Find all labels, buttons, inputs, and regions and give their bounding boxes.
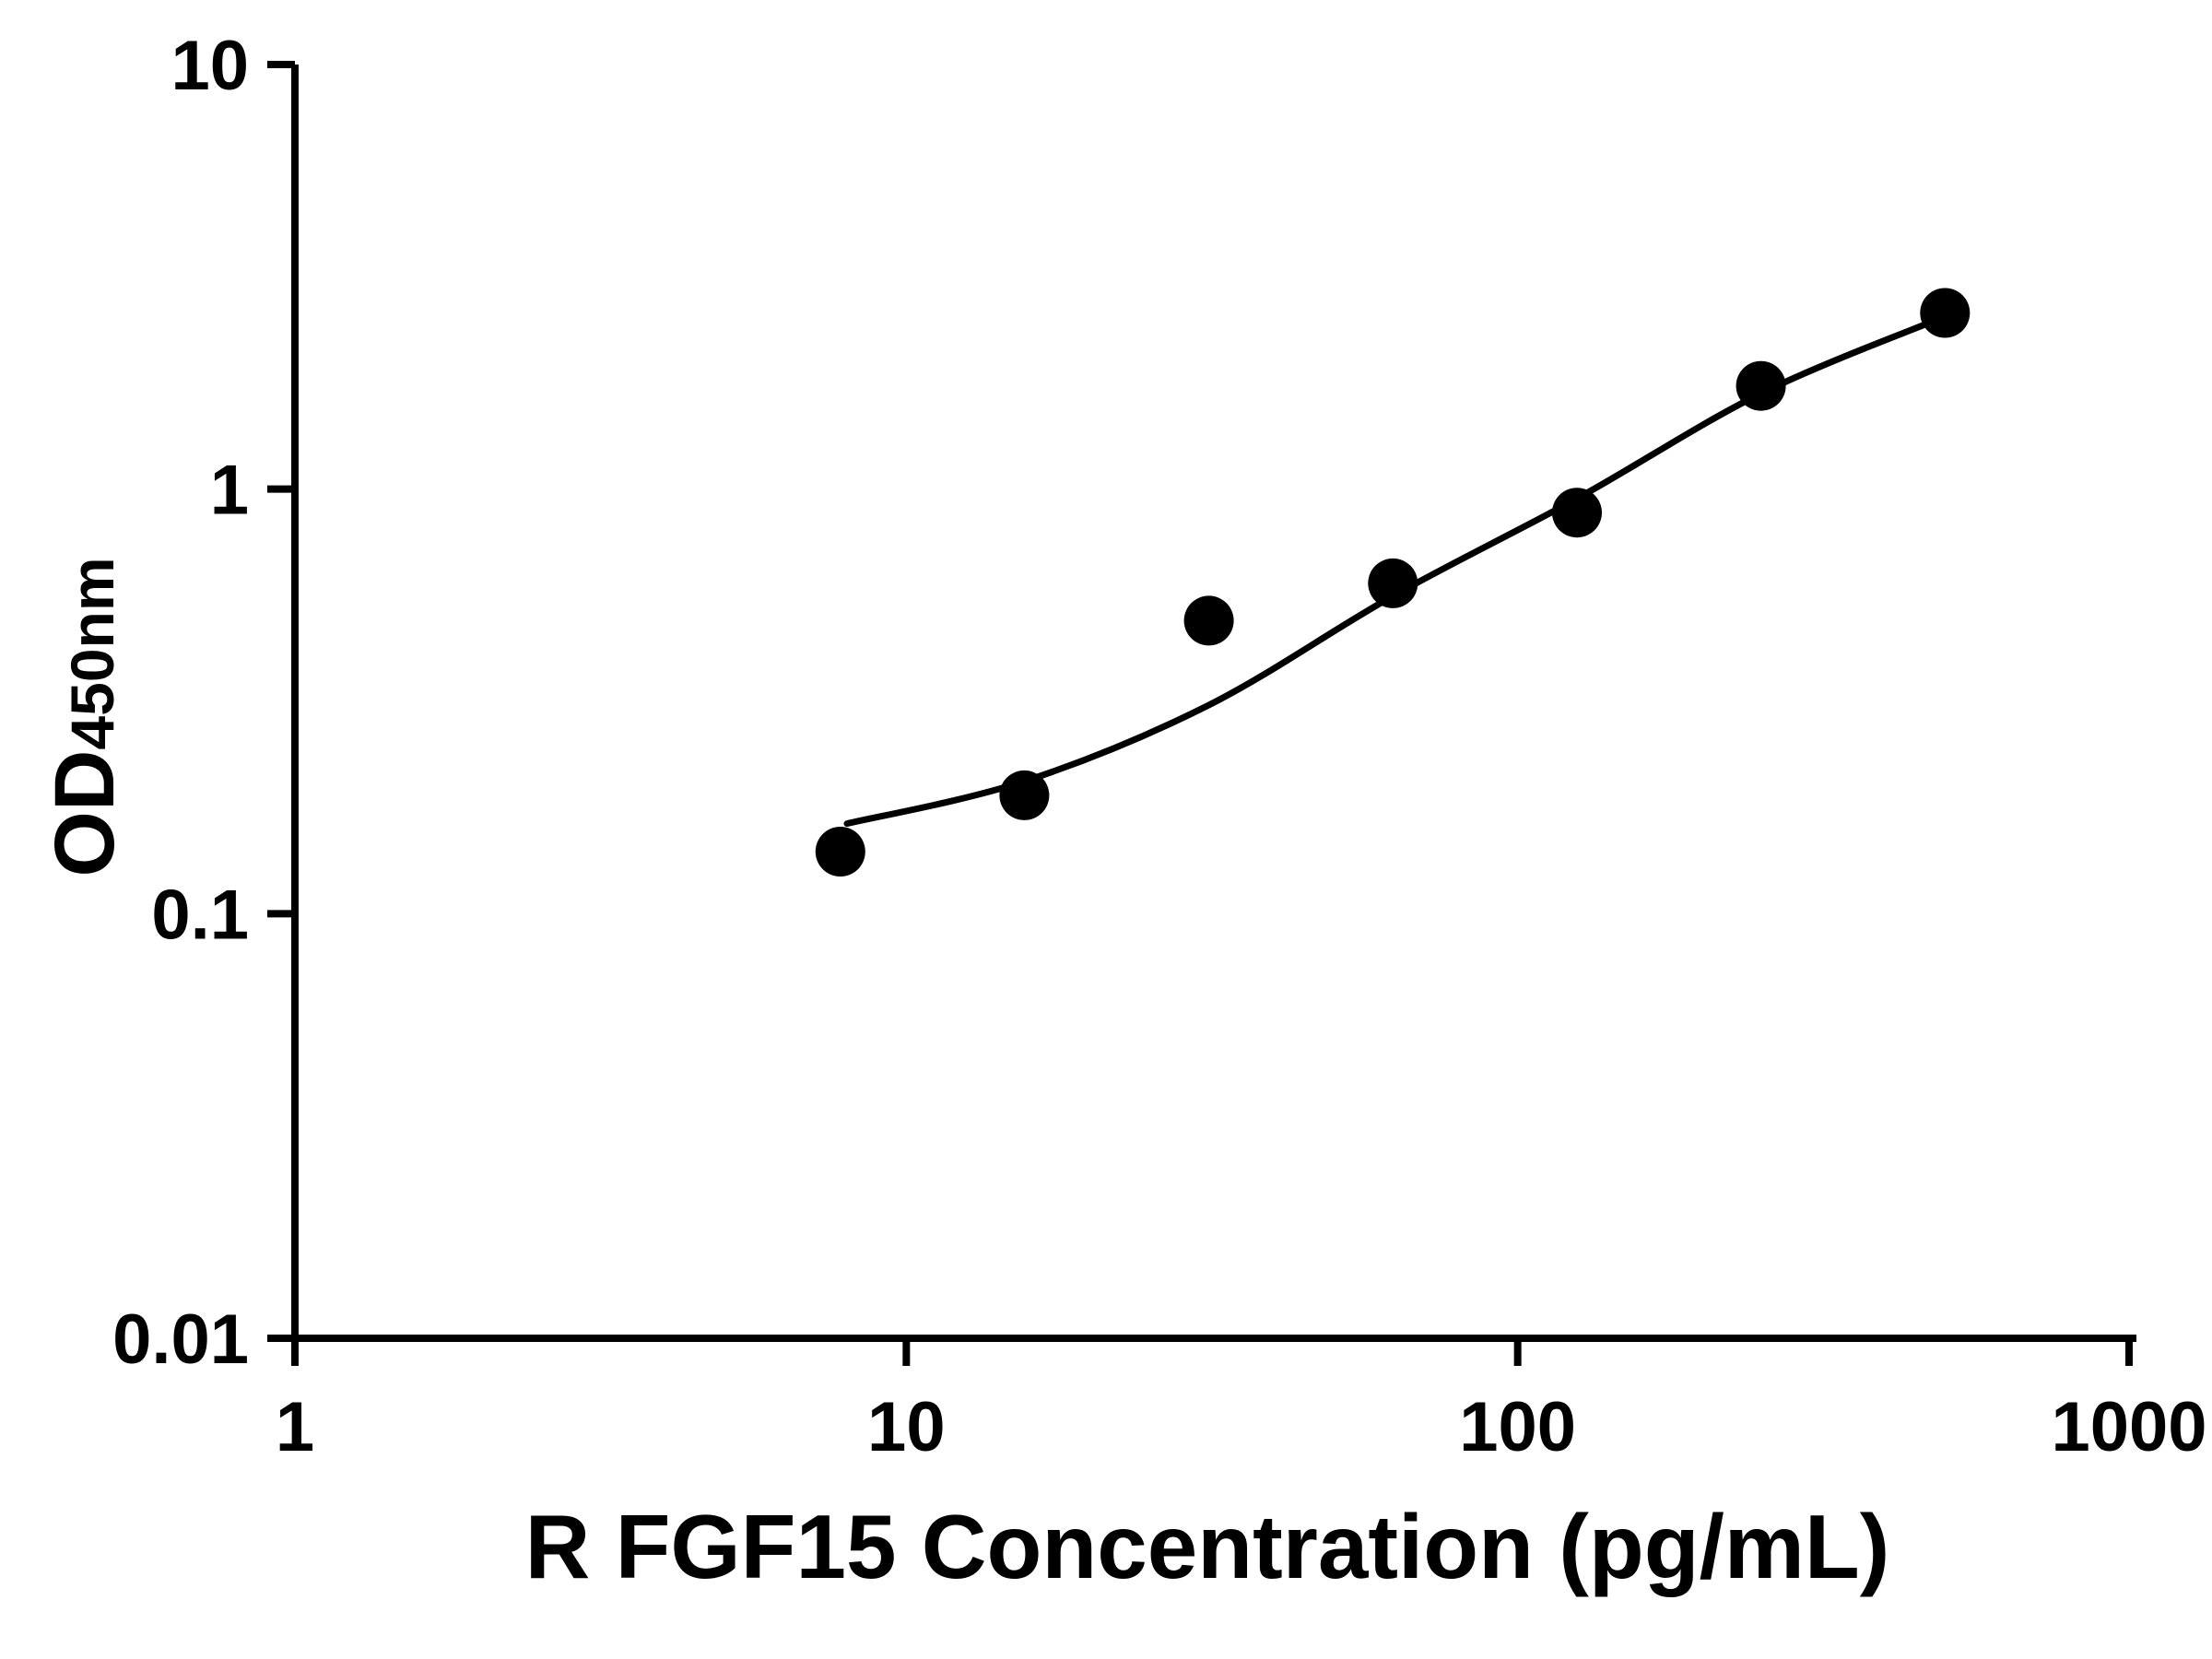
data-point — [999, 770, 1050, 820]
data-point — [1735, 360, 1786, 411]
y-axis-title-sub: 450nm — [58, 557, 126, 750]
data-point — [1368, 558, 1418, 608]
y-tick-label: 0.1 — [151, 876, 249, 954]
data-point — [815, 827, 865, 877]
x-tick-label: 1000 — [2051, 1388, 2206, 1466]
y-axis-title-main: OD — [38, 749, 132, 877]
x-tick-label: 10 — [867, 1388, 946, 1466]
data-point — [1920, 288, 1971, 338]
y-tick-label: 0.01 — [112, 1300, 249, 1379]
data-point — [1183, 595, 1234, 646]
x-axis-title: R FGF15 Concentration (pg/mL) — [524, 1496, 1890, 1597]
y-axis-title: OD450nm — [29, 394, 140, 1040]
x-tick-label: 1 — [276, 1388, 314, 1466]
x-tick-label: 100 — [1459, 1388, 1576, 1466]
y-tick-label: 10 — [171, 27, 249, 105]
y-tick-label: 1 — [210, 452, 249, 530]
data-point — [1552, 488, 1602, 538]
